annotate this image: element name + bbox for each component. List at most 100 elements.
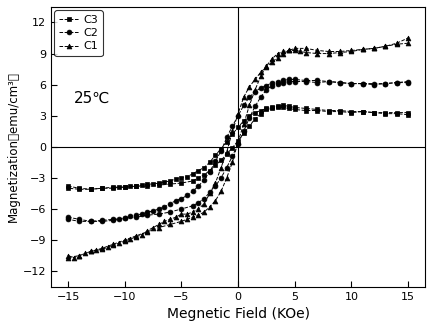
C1 [162, 219, 167, 223]
C2 [179, 196, 184, 200]
C2 [247, 95, 252, 99]
C2 [270, 81, 275, 85]
C3 [162, 180, 167, 184]
C3 [372, 111, 377, 114]
C3 [219, 147, 224, 151]
Y-axis label: Magnetization（emu/cm³）: Magnetization（emu/cm³） [7, 72, 20, 222]
C3 [230, 133, 235, 136]
C2 [207, 170, 213, 174]
C1 [71, 256, 76, 259]
C2 [406, 81, 411, 85]
C3 [128, 184, 133, 188]
C2 [168, 202, 173, 206]
Text: 25℃: 25℃ [74, 91, 110, 106]
C2 [326, 80, 331, 84]
C2 [128, 214, 133, 218]
C1 [275, 56, 280, 60]
C3 [117, 185, 122, 189]
C2 [196, 184, 201, 188]
C2 [281, 78, 286, 82]
C2 [66, 215, 71, 219]
C2 [213, 159, 218, 163]
C1 [133, 235, 139, 239]
C3 [247, 114, 252, 118]
Line: C1: C1 [66, 36, 410, 260]
C3 [303, 107, 308, 111]
Line: C3: C3 [66, 103, 410, 192]
X-axis label: Megnetic Field (KOe): Megnetic Field (KOe) [167, 307, 310, 321]
C3 [292, 106, 297, 110]
C3 [133, 184, 139, 188]
C3 [184, 175, 190, 179]
C2 [184, 194, 190, 197]
C3 [235, 125, 241, 129]
C2 [315, 78, 320, 82]
C2 [241, 103, 246, 107]
C1 [156, 222, 161, 226]
C3 [326, 109, 331, 113]
C2 [88, 219, 93, 223]
C2 [258, 86, 264, 90]
C2 [122, 216, 127, 220]
C2 [292, 77, 297, 81]
C2 [275, 80, 280, 84]
C2 [190, 189, 195, 193]
C3 [360, 110, 365, 113]
C3 [168, 179, 173, 183]
C2 [224, 135, 229, 139]
C3 [150, 182, 156, 186]
C3 [207, 160, 213, 164]
Line: C2: C2 [66, 77, 410, 224]
C2 [349, 82, 354, 86]
C2 [383, 82, 388, 86]
C3 [66, 184, 71, 188]
C2 [99, 219, 105, 223]
C3 [99, 186, 105, 190]
C3 [270, 106, 275, 110]
Legend: C3, C2, C1: C3, C2, C1 [54, 10, 103, 56]
C2 [230, 124, 235, 128]
C2 [252, 90, 257, 94]
C2 [139, 212, 144, 216]
C3 [241, 119, 246, 123]
C3 [145, 182, 150, 186]
C2 [117, 217, 122, 221]
C3 [122, 185, 127, 189]
C1 [66, 254, 71, 257]
C2 [264, 84, 269, 88]
C3 [179, 176, 184, 180]
C3 [173, 177, 178, 181]
C3 [190, 172, 195, 176]
C3 [224, 140, 229, 144]
C3 [111, 186, 116, 190]
C3 [281, 103, 286, 107]
C2 [360, 82, 365, 86]
C2 [145, 210, 150, 214]
C3 [286, 104, 292, 108]
C2 [173, 199, 178, 203]
C2 [303, 78, 308, 82]
C2 [162, 205, 167, 209]
C1 [394, 41, 399, 45]
C2 [111, 218, 116, 222]
C3 [196, 169, 201, 173]
C1 [258, 70, 264, 74]
C3 [258, 109, 264, 113]
C2 [286, 77, 292, 81]
C2 [150, 209, 156, 213]
C3 [77, 186, 82, 190]
C2 [219, 149, 224, 153]
C3 [394, 112, 399, 115]
C3 [315, 108, 320, 112]
C3 [337, 109, 343, 113]
C3 [349, 110, 354, 113]
C2 [133, 213, 139, 217]
C3 [201, 166, 206, 170]
C3 [156, 181, 161, 185]
C3 [213, 153, 218, 157]
C2 [372, 83, 377, 87]
C3 [264, 107, 269, 111]
C3 [406, 113, 411, 117]
C3 [383, 112, 388, 115]
C2 [201, 178, 206, 182]
